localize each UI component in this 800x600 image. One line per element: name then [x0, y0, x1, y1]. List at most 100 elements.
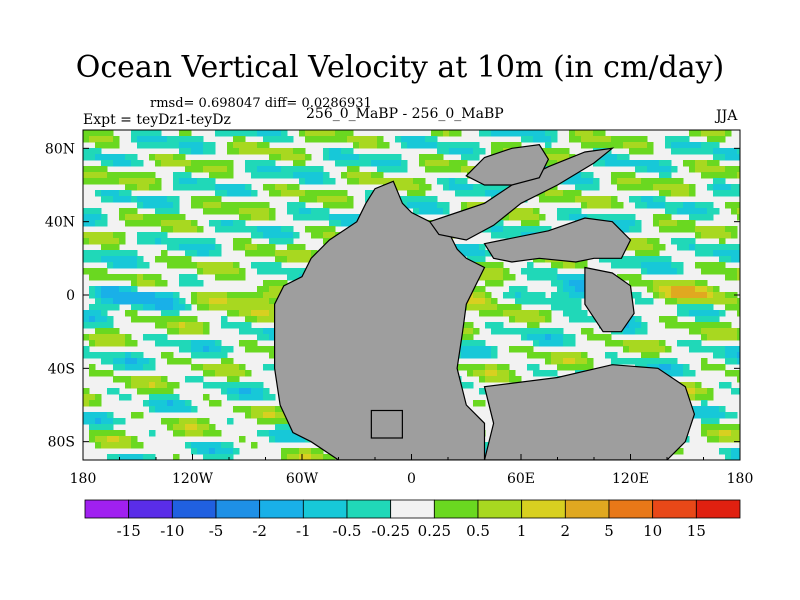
field-cell — [617, 340, 624, 347]
field-cell — [689, 184, 696, 191]
field-cell — [701, 208, 708, 215]
field-cell — [143, 178, 150, 185]
colorbar-label: -1 — [296, 522, 311, 540]
field-cell — [107, 244, 114, 251]
field-cell — [689, 238, 696, 245]
field-cell — [515, 298, 522, 305]
field-cell — [527, 316, 534, 323]
field-cell — [317, 190, 324, 197]
field-cell — [185, 400, 192, 407]
field-cell — [293, 184, 300, 191]
field-cell — [407, 202, 414, 209]
field-cell — [425, 166, 432, 173]
field-cell — [551, 196, 558, 203]
field-cell — [641, 322, 648, 329]
field-cell — [695, 304, 702, 311]
field-cell — [653, 256, 660, 263]
field-cell — [203, 178, 210, 185]
field-cell — [683, 202, 690, 209]
field-cell — [665, 262, 672, 269]
field-cell — [575, 214, 582, 221]
field-cell — [713, 346, 720, 353]
field-cell — [107, 232, 114, 239]
field-cell — [545, 148, 552, 155]
field-cell — [719, 130, 726, 137]
field-cell — [257, 304, 264, 311]
field-cell — [233, 268, 240, 275]
field-cell — [161, 382, 168, 389]
field-cell — [167, 202, 174, 209]
field-cell — [521, 208, 528, 215]
field-cell — [737, 172, 740, 179]
field-cell — [533, 364, 540, 371]
field-cell — [575, 196, 582, 203]
field-cell — [95, 238, 102, 245]
field-cell — [251, 148, 258, 155]
field-cell — [617, 256, 624, 263]
field-cell — [155, 316, 162, 323]
field-cell — [83, 208, 90, 215]
field-cell — [695, 310, 702, 317]
field-cell — [641, 136, 648, 143]
field-cell — [605, 202, 612, 209]
field-cell — [161, 226, 168, 233]
field-cell — [707, 424, 714, 431]
field-cell — [251, 388, 258, 395]
field-cell — [167, 328, 174, 335]
field-cell — [179, 256, 186, 263]
field-cell — [401, 160, 408, 167]
field-cell — [185, 442, 192, 449]
field-cell — [131, 436, 138, 443]
field-cell — [245, 226, 252, 233]
field-cell — [173, 316, 180, 323]
field-cell — [683, 298, 690, 305]
field-cell — [149, 142, 156, 149]
field-cell — [149, 406, 156, 413]
field-cell — [647, 280, 654, 287]
field-cell — [221, 274, 228, 281]
field-cell — [551, 358, 558, 365]
field-cell — [575, 190, 582, 197]
field-cell — [209, 442, 216, 449]
field-cell — [473, 370, 480, 377]
field-cell — [659, 268, 666, 275]
field-cell — [539, 268, 546, 275]
field-cell — [275, 256, 282, 263]
field-cell — [155, 214, 162, 221]
field-cell — [167, 154, 174, 161]
field-cell — [659, 178, 666, 185]
field-cell — [407, 190, 414, 197]
field-cell — [113, 256, 120, 263]
field-cell — [497, 148, 504, 155]
field-cell — [239, 304, 246, 311]
field-cell — [671, 148, 678, 155]
field-cell — [461, 148, 468, 155]
field-cell — [173, 208, 180, 215]
field-cell — [515, 346, 522, 353]
field-cell — [467, 328, 474, 335]
field-cell — [599, 196, 606, 203]
field-cell — [653, 280, 660, 287]
field-cell — [677, 142, 684, 149]
field-cell — [731, 184, 738, 191]
field-cell — [263, 268, 270, 275]
field-cell — [167, 196, 174, 203]
field-cell — [275, 262, 282, 269]
field-cell — [191, 364, 198, 371]
field-cell — [587, 178, 594, 185]
field-cell — [593, 130, 600, 137]
field-cell — [707, 166, 714, 173]
field-cell — [431, 196, 438, 203]
field-cell — [167, 298, 174, 305]
field-cell — [431, 160, 438, 167]
field-cell — [683, 184, 690, 191]
field-cell — [131, 184, 138, 191]
field-cell — [185, 184, 192, 191]
field-cell — [509, 130, 516, 137]
field-cell — [173, 256, 180, 263]
field-cell — [275, 166, 282, 173]
field-cell — [653, 358, 660, 365]
field-cell — [659, 190, 666, 197]
field-cell — [125, 154, 132, 161]
field-cell — [683, 226, 690, 233]
